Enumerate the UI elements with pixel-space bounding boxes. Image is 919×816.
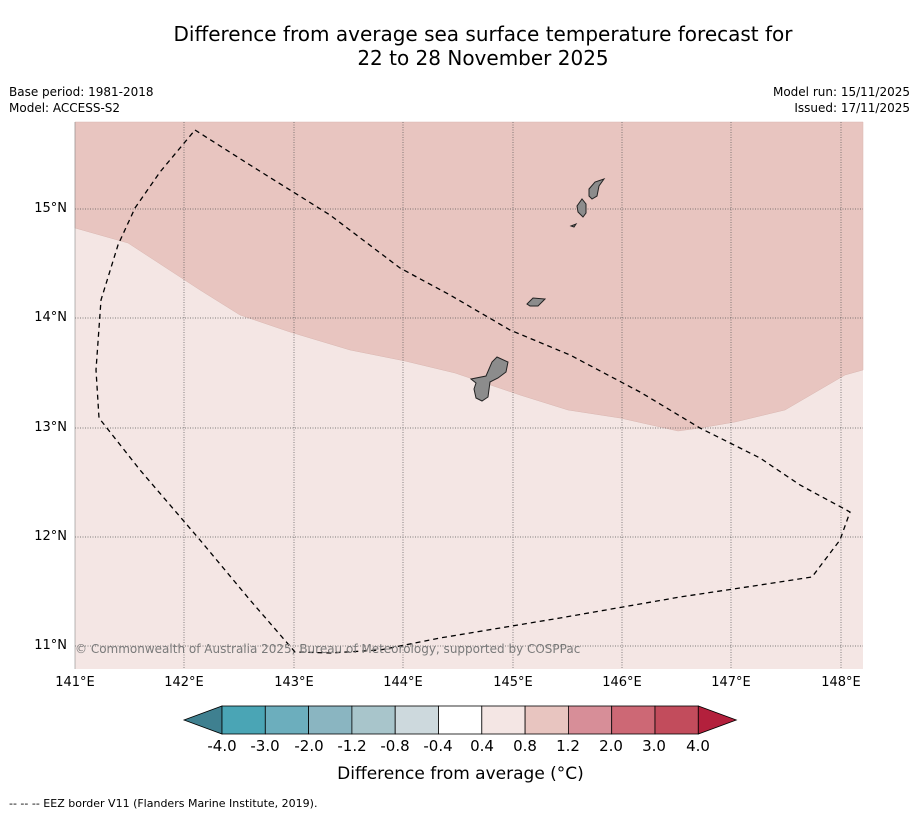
colorbar-extend-high (697, 705, 738, 735)
anomaly-region-0.8-1.2 (74, 121, 864, 432)
eez-border (95, 129, 851, 654)
eez-footnote: -- -- -- EEZ border V11 (Flanders Marine… (9, 797, 318, 810)
lon-label-144e: 144°E (383, 675, 423, 690)
model-run: Model run: 15/11/2025 (772, 85, 910, 99)
island-tinian (576, 198, 587, 218)
lat-label-14n: 14°N (34, 310, 67, 325)
meta-left: Base period: 1981-2018 Model: ACCESS-S2 (9, 84, 154, 116)
cbar-label: 3.0 (642, 737, 666, 755)
cbar-label: -0.4 (423, 737, 453, 755)
copyright-text: © Commonwealth of Australia 2025, Bureau… (75, 642, 581, 656)
cbar-label: 4.0 (686, 737, 710, 755)
colorbar-segment (308, 705, 353, 735)
lon-label-148e: 148°E (821, 675, 861, 690)
lon-label-145e: 145°E (493, 675, 533, 690)
lat-label-11n: 11°N (34, 638, 67, 653)
title-line-2: 22 to 28 November 2025 (357, 46, 609, 70)
cbar-label: 1.2 (556, 737, 580, 755)
lon-label-142e: 142°E (164, 675, 204, 690)
meta-right: Model run: 15/11/2025 Issued: 17/11/2025 (773, 84, 910, 116)
colorbar-segment (394, 705, 439, 735)
island-aguijan (569, 222, 578, 228)
colorbar-segment (568, 705, 613, 735)
lon-label-141e: 141°E (55, 675, 95, 690)
land-masses (469, 178, 606, 402)
colorbar-segment (481, 705, 526, 735)
cbar-label: -3.0 (250, 737, 280, 755)
title-line-1: Difference from average sea surface temp… (173, 22, 793, 46)
colorbar-extend-low (182, 705, 223, 735)
lon-label-146e: 146°E (602, 675, 642, 690)
colorbar-segment (611, 705, 656, 735)
cbar-label: 2.0 (599, 737, 623, 755)
colorbar-title: Difference from average (°C) (337, 764, 584, 784)
lat-label-13n: 13°N (34, 420, 67, 435)
cbar-label: -1.2 (337, 737, 367, 755)
island-rota (526, 297, 547, 307)
lon-label-143e: 143°E (274, 675, 314, 690)
lat-label-15n: 15°N (34, 201, 67, 216)
colorbar-segment (524, 705, 569, 735)
base-period: Base period: 1981-2018 (9, 85, 154, 99)
colorbar-segment (438, 705, 483, 735)
cbar-label: -0.8 (380, 737, 410, 755)
lat-label-12n: 12°N (34, 529, 67, 544)
island-guam (469, 356, 509, 402)
colorbar-segments (182, 705, 738, 735)
cbar-label: 0.8 (513, 737, 537, 755)
gridlines (75, 122, 863, 669)
lon-label-147e: 147°E (711, 675, 751, 690)
colorbar-segment (221, 705, 266, 735)
chart-title: Difference from average sea surface temp… (0, 22, 919, 70)
cbar-label: -4.0 (207, 737, 237, 755)
colorbar-segment (264, 705, 309, 735)
cbar-label: -2.0 (294, 737, 324, 755)
issued-date: Issued: 17/11/2025 (794, 101, 910, 115)
cbar-label: 0.4 (470, 737, 494, 755)
island-saipan (588, 178, 606, 200)
colorbar-segment (654, 705, 699, 735)
colorbar-segment (351, 705, 396, 735)
model-name: Model: ACCESS-S2 (9, 101, 121, 115)
